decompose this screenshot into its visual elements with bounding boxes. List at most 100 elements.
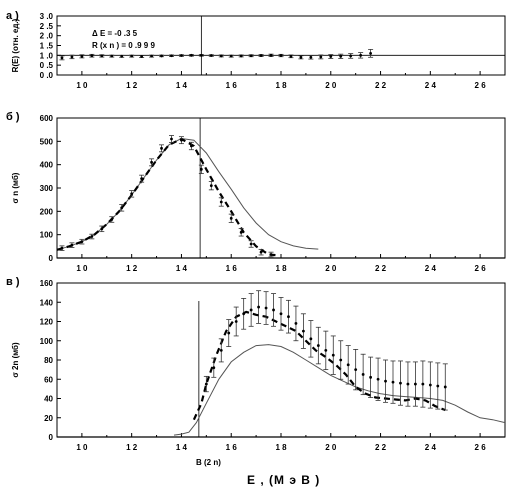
y-tick-label: 120 [40, 318, 54, 327]
series-dashed-line [192, 310, 446, 421]
data-point [399, 381, 402, 385]
data-point [190, 144, 193, 148]
data-point [212, 366, 216, 370]
data-point [229, 216, 233, 220]
data-point [319, 55, 323, 59]
data-point [272, 308, 275, 312]
x-tick-label: 2 6 [475, 443, 487, 452]
x-tick-label: 2 2 [375, 81, 387, 90]
y-tick-label: 500 [40, 137, 54, 146]
data-point [90, 235, 94, 238]
data-point [70, 243, 74, 247]
data-point [354, 368, 358, 372]
x-tick-label: 1 4 [176, 81, 188, 90]
data-point [219, 200, 223, 204]
data-point [414, 382, 417, 386]
y-tick-label: 40 [44, 395, 53, 404]
data-point [227, 331, 231, 335]
y-tick-label: 2 .5 [40, 22, 54, 31]
data-point [287, 315, 290, 319]
data-point [309, 55, 313, 59]
y-tick-label: 0 .5 [40, 61, 54, 70]
x-tick-label: 2 6 [475, 81, 487, 90]
data-point [160, 146, 163, 150]
x-tick-label: 2 0 [325, 81, 337, 90]
x-tick-label: 2 0 [325, 443, 337, 452]
y-axis-label: R(E) (отн. ед.) [11, 18, 20, 72]
data-point [80, 54, 84, 58]
x-tick-label: 2 4 [425, 81, 437, 90]
data-point [294, 322, 298, 325]
data-point [90, 54, 94, 58]
data-point [130, 54, 134, 58]
data-point [150, 160, 153, 164]
y-tick-label: 160 [40, 279, 54, 288]
data-point [60, 56, 64, 60]
data-point [120, 206, 124, 210]
data-point [289, 54, 293, 58]
x-tick-label: 1 2 [126, 81, 138, 90]
y-tick-label: 200 [40, 207, 54, 216]
y-tick-label: 1 .0 [40, 51, 54, 60]
data-point [329, 55, 333, 58]
data-point [199, 53, 203, 57]
y-tick-label: 0 [49, 254, 54, 263]
data-point [180, 138, 183, 142]
data-point [436, 384, 440, 388]
data-point [346, 363, 350, 367]
y-tick-label: 0 [49, 433, 54, 442]
data-point [361, 373, 365, 376]
data-point [324, 348, 328, 352]
plot-frame [56, 117, 506, 259]
x-tick-label: 1 0 [76, 81, 88, 90]
data-point [369, 375, 372, 379]
data-point [443, 385, 447, 389]
data-point [309, 337, 313, 341]
data-point [316, 344, 320, 347]
y-tick-label: 100 [40, 231, 54, 240]
data-point [209, 184, 213, 188]
data-point [199, 167, 203, 171]
data-point [130, 192, 134, 196]
data-point [349, 54, 353, 58]
x-tick-label: 1 4 [176, 443, 188, 452]
data-point [180, 54, 183, 57]
data-point [339, 358, 343, 362]
data-point [170, 54, 173, 58]
panel-a: 0 .00 .51 .01 .52 .02 .53 .0 1 0 1 2 1 4 1 6… [6, 10, 506, 90]
data-point [70, 55, 74, 59]
data-point [150, 54, 153, 58]
y-tick-label: 600 [40, 114, 54, 123]
data-point [259, 250, 263, 254]
panel-b: 0 100 200 300 400 500 600 1 0 1 2 1 4 1 6 1 8 2 0 2 2… [6, 111, 506, 273]
data-point [279, 312, 283, 316]
y-tick-label: 80 [44, 356, 53, 365]
x-tick-label: 1 4 [176, 264, 188, 273]
x-tick-label: 1 8 [275, 81, 287, 90]
x-tick-label: 2 4 [425, 443, 437, 452]
x-tick-label: 1 8 [275, 443, 287, 452]
data-point [60, 246, 64, 250]
annotation: R (x n ) = 0 .9 9 9 [92, 41, 155, 50]
data-point [100, 54, 104, 58]
data-point [100, 227, 104, 231]
data-point [239, 54, 243, 58]
data-point [249, 54, 253, 58]
data-point [376, 377, 380, 381]
panel-label: в ) [6, 276, 20, 288]
x-tick-label: 2 4 [425, 264, 437, 273]
x-tick-label: 1 6 [226, 264, 238, 273]
series-dashed-line [56, 137, 277, 257]
data-point [140, 55, 144, 58]
data-point [279, 54, 283, 57]
data-point [204, 382, 208, 386]
x-axis-title: E , (М э В ) [247, 473, 320, 487]
data-point [257, 305, 260, 309]
x-tick-label: 2 6 [475, 264, 487, 273]
data-point [229, 54, 233, 58]
data-point [359, 53, 363, 57]
data-point [264, 306, 268, 310]
data-point [190, 53, 193, 57]
x-tick-label: 1 2 [126, 264, 138, 273]
